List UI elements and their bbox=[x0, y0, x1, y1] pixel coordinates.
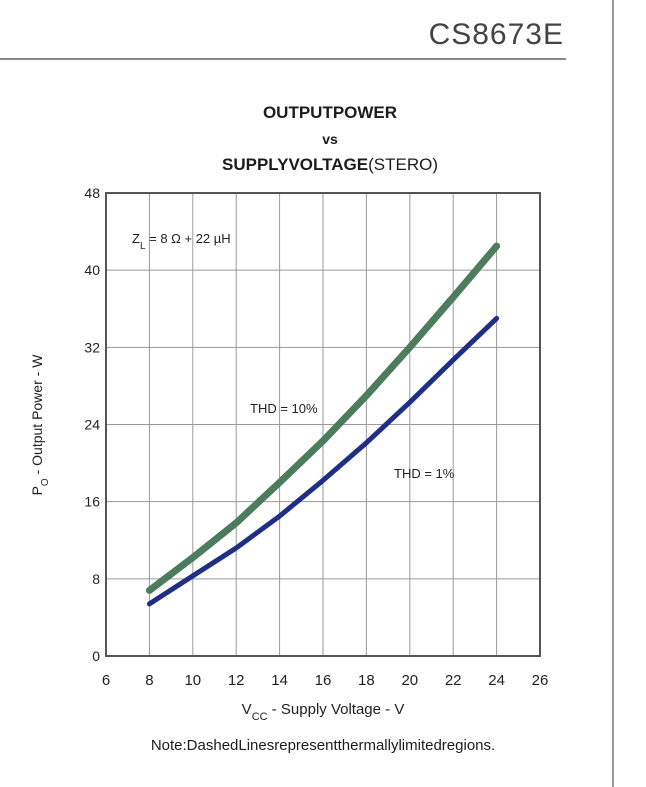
series-lines bbox=[145, 242, 501, 607]
y-tick-label-3: 24 bbox=[84, 417, 100, 433]
x-tick-label-0: 6 bbox=[102, 672, 110, 689]
x-tick-label-5: 16 bbox=[315, 672, 332, 689]
x-tick-label-2: 10 bbox=[184, 672, 201, 689]
x-tick-label-9: 24 bbox=[488, 672, 505, 689]
chart-title-line-1: OUTPUTPOWER bbox=[262, 103, 398, 122]
x-tick-label-6: 18 bbox=[358, 672, 375, 689]
series-line-1 bbox=[146, 315, 500, 607]
y-tick-label-4: 32 bbox=[84, 339, 100, 355]
x-tick-label-10: 26 bbox=[532, 672, 549, 689]
y-tick-labels: 0 8 16 24 32 40 48 bbox=[84, 185, 100, 664]
x-tick-labels: 6 8 10 12 14 16 18 20 22 24 26 bbox=[102, 672, 549, 689]
y-tick-label-1: 8 bbox=[92, 571, 100, 587]
series-label-thd-10: THD = 10% bbox=[250, 401, 318, 416]
x-tick-label-8: 22 bbox=[445, 672, 462, 689]
x-tick-label-7: 20 bbox=[401, 672, 418, 689]
x-tick-label-3: 12 bbox=[228, 672, 245, 689]
chart-title: OUTPUTPOWER vs SUPPLYVOLTAGE(STERO) bbox=[110, 100, 550, 178]
footnote: Note:DashedLinesrepresentthermallylimite… bbox=[150, 737, 496, 754]
y-tick-label-2: 16 bbox=[84, 494, 100, 510]
page-edge-divider bbox=[612, 0, 614, 787]
y-tick-label-5: 40 bbox=[84, 262, 100, 278]
part-number: CS8673E bbox=[428, 18, 564, 51]
chart-title-line-3-normal: (STERO) bbox=[368, 155, 438, 174]
y-tick-label-6: 48 bbox=[84, 185, 100, 201]
y-axis-label: PO - Output Power - W bbox=[29, 354, 51, 496]
chart-title-line-3: SUPPLYVOLTAGE(STERO) bbox=[110, 152, 550, 178]
y-tick-label-0: 0 bbox=[92, 648, 100, 664]
header-divider bbox=[0, 58, 566, 60]
x-axis-label: VCC - Supply Voltage - V bbox=[242, 701, 405, 723]
plot-frame bbox=[105, 192, 541, 657]
chart-title-line-2: vs bbox=[322, 131, 338, 147]
x-tick-label-1: 8 bbox=[145, 672, 153, 689]
series-label-thd-1: THD = 1% bbox=[394, 466, 455, 481]
series-line-0 bbox=[145, 242, 501, 594]
chart-title-line-3-bold: SUPPLYVOLTAGE bbox=[222, 155, 369, 174]
x-tick-label-4: 14 bbox=[271, 672, 288, 689]
